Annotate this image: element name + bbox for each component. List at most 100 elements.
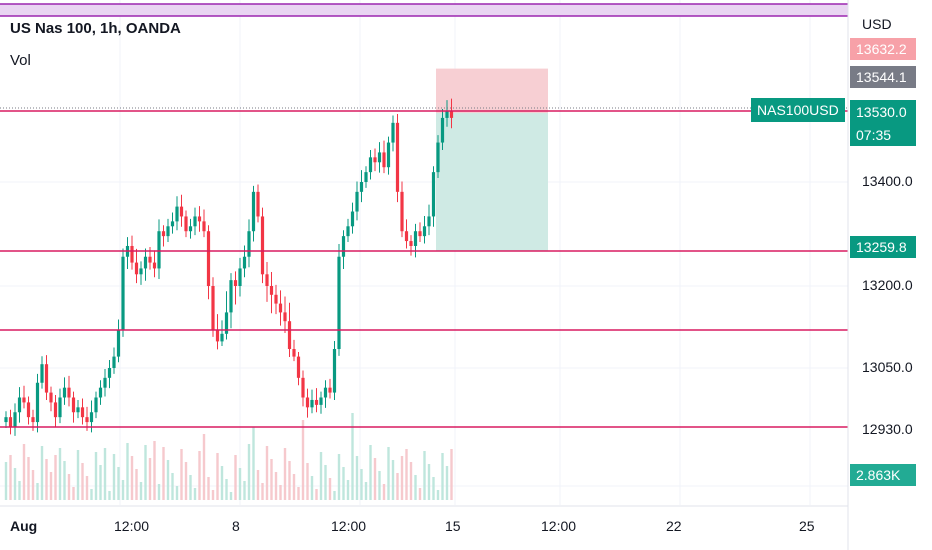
candle-body: [418, 231, 422, 237]
volume-bar: [279, 485, 282, 500]
candle-body: [103, 377, 107, 388]
candle-body: [332, 349, 337, 393]
candle-body: [422, 226, 427, 237]
volume-legend[interactable]: Vol: [10, 52, 31, 69]
volume-bar: [423, 451, 426, 500]
volume-bar: [256, 470, 260, 500]
volume-bar: [225, 479, 228, 500]
volume-bar: [85, 476, 89, 500]
volume-bar: [355, 456, 359, 500]
volume-bar: [445, 466, 449, 500]
volume-bar: [319, 452, 323, 500]
candle-body: [256, 191, 260, 217]
candle-body: [283, 312, 287, 322]
volume-bar: [22, 444, 26, 500]
volume-bar: [90, 489, 93, 500]
candle-body: [139, 268, 143, 275]
volume-bar: [346, 480, 350, 500]
symbol-price-tag[interactable]: NAS100USD: [751, 98, 845, 122]
volume-bar: [373, 458, 377, 500]
volume-bar: [414, 475, 417, 500]
candle-body: [292, 349, 296, 357]
candle-body: [404, 231, 409, 242]
volume-bar: [342, 467, 345, 500]
volume-bar: [126, 443, 129, 500]
candle-body: [305, 397, 310, 408]
volume-bar: [333, 491, 336, 500]
volume-bar: [202, 434, 206, 500]
volume-bar: [130, 456, 134, 500]
volume-bar: [40, 446, 44, 500]
volume-bar: [441, 453, 444, 500]
candle-body: [395, 122, 400, 192]
candle-body: [112, 356, 116, 368]
candle-body: [238, 268, 242, 286]
volume-bar: [72, 487, 75, 500]
candle-body: [337, 256, 341, 349]
volume-bar: [198, 451, 201, 500]
risk-zone: [436, 68, 548, 113]
candle-body: [386, 142, 391, 168]
countdown-tag: 07:35: [850, 124, 916, 146]
candle-body: [175, 206, 179, 222]
candle-body: [193, 216, 197, 227]
candle-body: [206, 231, 211, 286]
volume-bar: [396, 473, 399, 500]
candle-body: [220, 333, 224, 342]
candle-body: [436, 142, 440, 173]
volume-bar: [99, 465, 102, 500]
volume-bar: [207, 477, 210, 500]
candle-body: [260, 216, 265, 275]
top-band: [0, 4, 848, 16]
volume-bar: [27, 457, 30, 500]
candle-body: [413, 231, 418, 246]
candle-body: [134, 262, 139, 275]
volume-bar: [117, 467, 120, 500]
candle-body: [80, 407, 85, 418]
candle-body: [314, 399, 319, 405]
candle-body: [278, 303, 283, 313]
candle-body: [431, 172, 436, 217]
volume-bar: [94, 452, 98, 500]
volume-bar: [54, 455, 57, 500]
candle-body: [328, 387, 332, 393]
currency-label[interactable]: USD: [862, 16, 892, 32]
volume-bar: [108, 491, 111, 500]
candle-body: [26, 402, 31, 418]
candle-body: [4, 417, 8, 423]
symbol-legend[interactable]: US Nas 100, 1h, OANDA: [10, 20, 181, 37]
candle-body: [382, 152, 386, 168]
candle-body: [89, 412, 94, 423]
last-price-tag: 13530.0: [850, 100, 916, 124]
candle-body: [35, 382, 40, 423]
candle-body: [319, 397, 323, 405]
candle-body: [58, 397, 62, 418]
volume-bar: [211, 490, 215, 500]
candle-body: [346, 226, 350, 237]
candle-body: [274, 294, 278, 304]
candle-body: [31, 417, 35, 423]
candle-body: [359, 182, 364, 192]
candle-body: [269, 286, 274, 295]
volume-bar: [45, 459, 48, 500]
volume-bar: [36, 483, 39, 500]
time-axis-label: 22: [666, 518, 682, 534]
volume-bar: [265, 446, 269, 500]
candle-body: [161, 231, 166, 237]
volume-bar: [364, 482, 368, 500]
candle-body: [170, 221, 175, 227]
candle-body: [400, 191, 404, 232]
candle-body: [247, 231, 251, 257]
volume-bar: [450, 449, 453, 500]
candle-body: [373, 157, 377, 163]
volume-bar: [135, 469, 138, 500]
candle-body: [85, 417, 89, 423]
stop-price-tag: 13259.8: [850, 236, 916, 258]
candle-body: [265, 274, 269, 286]
candle-body: [13, 412, 17, 427]
candle-body: [301, 377, 305, 398]
volume-bar: [9, 455, 12, 500]
candle-body: [179, 206, 184, 217]
